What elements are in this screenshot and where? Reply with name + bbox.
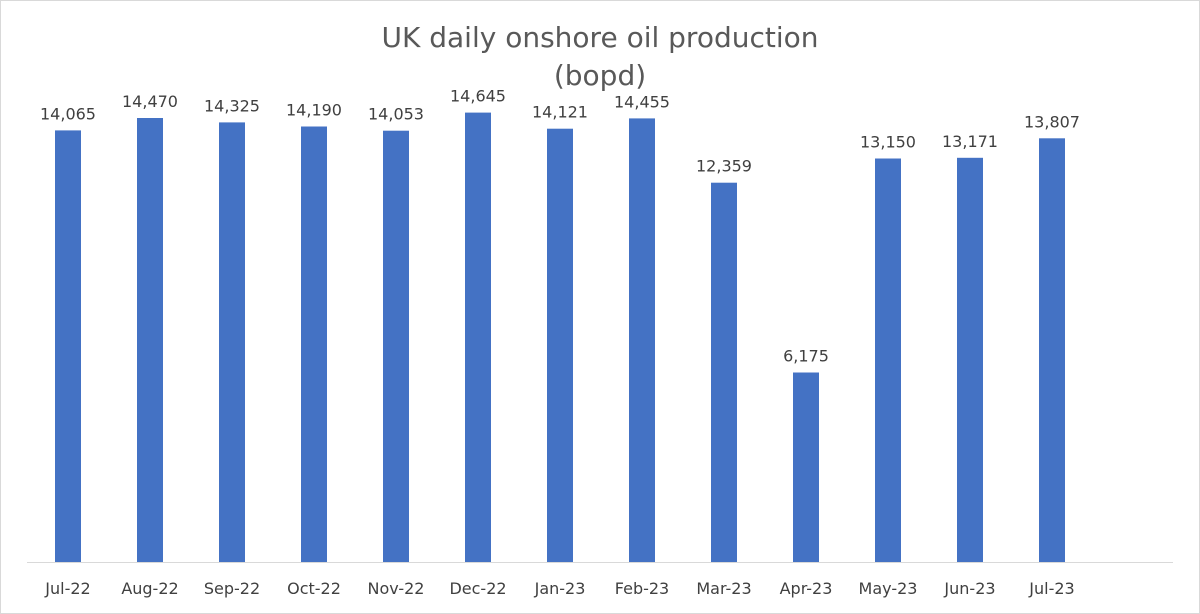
bar-feb-23 — [629, 118, 655, 563]
bar-nov-22 — [383, 130, 409, 562]
x-tick-label-feb-23: Feb-23 — [615, 579, 669, 598]
chart-subtitle: (bopd) — [553, 59, 647, 92]
bars-group — [55, 112, 1065, 563]
data-label-dec-22: 14,645 — [450, 87, 506, 106]
data-label-feb-23: 14,455 — [614, 92, 670, 111]
bar-dec-22 — [465, 112, 491, 562]
x-tick-label-may-23: May-23 — [859, 579, 918, 598]
x-tick-label-jul-23: Jul-23 — [1028, 579, 1074, 598]
x-tick-label-oct-22: Oct-22 — [287, 579, 341, 598]
bar-oct-22 — [301, 126, 327, 562]
bar-jan-23 — [547, 128, 573, 562]
data-label-nov-22: 14,053 — [368, 105, 424, 124]
x-tick-label-jun-23: Jun-23 — [943, 579, 995, 598]
bar-may-23 — [875, 158, 901, 562]
data-label-mar-23: 12,359 — [696, 157, 752, 176]
x-tick-label-sep-22: Sep-22 — [204, 579, 260, 598]
bar-jun-23 — [957, 157, 983, 563]
data-label-apr-23: 6,175 — [783, 347, 829, 366]
bar-jul-23 — [1039, 138, 1065, 563]
data-label-jul-23: 13,807 — [1024, 112, 1080, 131]
chart-title-block: UK daily onshore oil production (bopd) — [1, 19, 1199, 95]
x-tick-label-mar-23: Mar-23 — [696, 579, 751, 598]
data-label-oct-22: 14,190 — [286, 101, 342, 120]
data-label-may-23: 13,150 — [860, 133, 916, 152]
bar-sep-22 — [219, 122, 245, 563]
bar-aug-22 — [137, 118, 163, 562]
data-label-jan-23: 14,121 — [532, 103, 588, 122]
x-tick-label-aug-22: Aug-22 — [121, 579, 178, 598]
x-tick-label-apr-23: Apr-23 — [780, 579, 833, 598]
x-tick-label-nov-22: Nov-22 — [368, 579, 425, 598]
data-label-jun-23: 13,171 — [942, 132, 998, 151]
data-label-jul-22: 14,065 — [40, 104, 96, 123]
x-tick-label-jul-22: Jul-22 — [44, 579, 90, 598]
bar-apr-23 — [793, 372, 819, 562]
x-tick-label-dec-22: Dec-22 — [449, 579, 506, 598]
data-labels-group: 14,065 14,470 14,325 14,190 14,053 14,645 14,1… — [40, 87, 1080, 366]
bar-mar-23 — [711, 182, 737, 562]
data-label-sep-22: 14,325 — [204, 96, 260, 115]
chart-title: UK daily onshore oil production — [381, 21, 819, 54]
data-label-aug-22: 14,470 — [122, 92, 178, 111]
x-tick-labels-group: Jul-22 Aug-22 Sep-22 Oct-22 Nov-22 Dec-22 Jan-… — [44, 579, 1074, 598]
bar-jul-22 — [55, 130, 81, 562]
x-tick-label-jan-23: Jan-23 — [534, 579, 586, 598]
